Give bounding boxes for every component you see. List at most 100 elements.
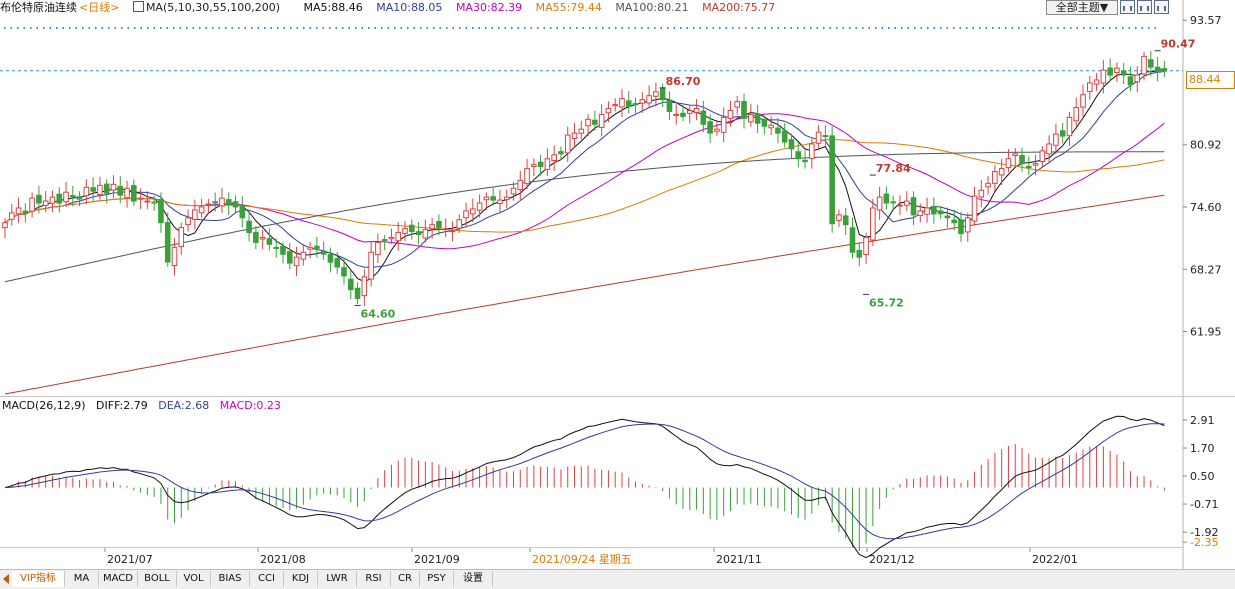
candle-body bbox=[937, 210, 944, 215]
candle-body bbox=[788, 139, 795, 150]
candle-body bbox=[815, 131, 822, 144]
candle-body bbox=[951, 219, 958, 224]
macd-tick-label: 1.70 bbox=[1190, 442, 1215, 455]
candle-body bbox=[286, 251, 293, 264]
candle-body bbox=[395, 232, 402, 242]
candle-body bbox=[497, 199, 503, 205]
candle-body bbox=[63, 191, 69, 203]
candle-body bbox=[619, 98, 625, 108]
price-annotation: 64.60 bbox=[361, 307, 396, 320]
candle-body bbox=[524, 168, 530, 184]
tab-ma[interactable]: MA bbox=[65, 571, 99, 587]
candle-body bbox=[307, 246, 313, 250]
candle-body bbox=[219, 197, 225, 207]
candle-body bbox=[958, 219, 964, 235]
time-axis-label: 2021/09 bbox=[414, 553, 460, 566]
candle-body bbox=[734, 101, 741, 108]
macd-value: MACD:0.23 bbox=[219, 399, 281, 412]
candle-body bbox=[748, 113, 754, 123]
candle-body bbox=[605, 108, 612, 114]
candle-body bbox=[103, 183, 110, 194]
candle-body bbox=[646, 95, 652, 104]
candle-body bbox=[470, 208, 476, 215]
candle-body bbox=[449, 230, 456, 233]
candle-body bbox=[795, 151, 802, 160]
candle-body bbox=[876, 196, 883, 211]
time-axis-label: 2022/01 bbox=[1032, 553, 1078, 566]
ma200-line bbox=[4, 194, 1165, 395]
candle-body bbox=[259, 236, 266, 240]
candle-body bbox=[90, 187, 96, 192]
ma200-value: MA200:75.77 bbox=[702, 1, 776, 14]
candle-body bbox=[361, 276, 368, 297]
period-selector[interactable]: <日线> bbox=[79, 1, 120, 14]
candle-body bbox=[76, 196, 83, 200]
candle-body bbox=[300, 251, 307, 260]
moving-average-lines bbox=[4, 67, 1165, 395]
time-axis-label: 2021/09/24 星期五 bbox=[532, 553, 632, 566]
layout-grid-icon[interactable] bbox=[1154, 0, 1169, 14]
candle-body bbox=[836, 214, 842, 221]
ma-params-label: MA(5,10,30,55,100,200) bbox=[132, 1, 290, 14]
candle-body bbox=[897, 204, 903, 207]
tab-vip[interactable]: VIP指标 bbox=[12, 571, 65, 587]
candle-body bbox=[1066, 116, 1073, 137]
candle-body bbox=[15, 207, 22, 215]
candle-body bbox=[212, 201, 218, 204]
candle-body bbox=[49, 196, 56, 204]
tab-boll[interactable]: BOLL bbox=[138, 571, 177, 587]
candle-body bbox=[1154, 66, 1161, 73]
candle-body bbox=[720, 116, 727, 133]
candle-body bbox=[42, 200, 49, 206]
time-axis-label: 2021/08 bbox=[260, 553, 306, 566]
candle-body bbox=[639, 99, 646, 104]
candle-body bbox=[280, 245, 286, 255]
tab-lwr[interactable]: LWR bbox=[318, 571, 357, 587]
diff-line bbox=[4, 415, 1165, 559]
price-tick-label: 74.60 bbox=[1190, 201, 1222, 214]
ma100-line bbox=[4, 151, 1165, 283]
candle-body bbox=[178, 227, 185, 248]
candle-body bbox=[571, 132, 578, 140]
tab-macd[interactable]: MACD bbox=[99, 571, 138, 587]
scroll-left-icon[interactable] bbox=[3, 574, 9, 584]
candle-body bbox=[388, 236, 395, 240]
chart-icon bbox=[132, 1, 144, 12]
candle-body bbox=[653, 91, 659, 97]
layout-split-icon[interactable] bbox=[1137, 0, 1152, 14]
layout-icon[interactable] bbox=[1120, 0, 1135, 14]
theme-dropdown-button[interactable]: 全部主题▼ bbox=[1046, 0, 1118, 15]
candle-body bbox=[1148, 59, 1154, 68]
candle-body bbox=[985, 182, 991, 188]
tab-rsi[interactable]: RSI bbox=[357, 571, 391, 587]
tab-vol[interactable]: VOL bbox=[177, 571, 211, 587]
candle-body bbox=[1093, 79, 1100, 85]
time-axis-label: 2021/07 bbox=[107, 553, 153, 566]
candle-body bbox=[585, 118, 591, 127]
candle-body bbox=[781, 130, 788, 143]
candle-body bbox=[829, 135, 835, 225]
tab-settings[interactable]: 设置 bbox=[454, 571, 493, 587]
candle-body bbox=[29, 197, 35, 212]
candle-body bbox=[1114, 67, 1120, 74]
tab-psy[interactable]: PSY bbox=[420, 571, 454, 587]
tab-kdj[interactable]: KDJ bbox=[284, 571, 318, 587]
tab-cr[interactable]: CR bbox=[391, 571, 420, 587]
price-annotation: 86.70 bbox=[666, 75, 701, 88]
time-axis-label: 2021/11 bbox=[716, 553, 762, 566]
macd-histogram bbox=[11, 443, 1165, 552]
candle-body bbox=[551, 154, 557, 161]
candle-body bbox=[314, 245, 320, 249]
candle-body bbox=[537, 161, 544, 168]
candle-body bbox=[144, 200, 151, 203]
macd-tick-label: 0.50 bbox=[1190, 470, 1215, 483]
candle-body bbox=[442, 228, 449, 231]
candle-body bbox=[890, 201, 896, 204]
candle-body bbox=[714, 128, 720, 132]
macd-tick-label: -0.71 bbox=[1190, 498, 1218, 511]
tab-bias[interactable]: BIAS bbox=[211, 571, 250, 587]
tab-cci[interactable]: CCI bbox=[250, 571, 284, 587]
candle-body bbox=[510, 187, 517, 195]
candle-body bbox=[1134, 74, 1141, 83]
candle-body bbox=[625, 100, 632, 108]
